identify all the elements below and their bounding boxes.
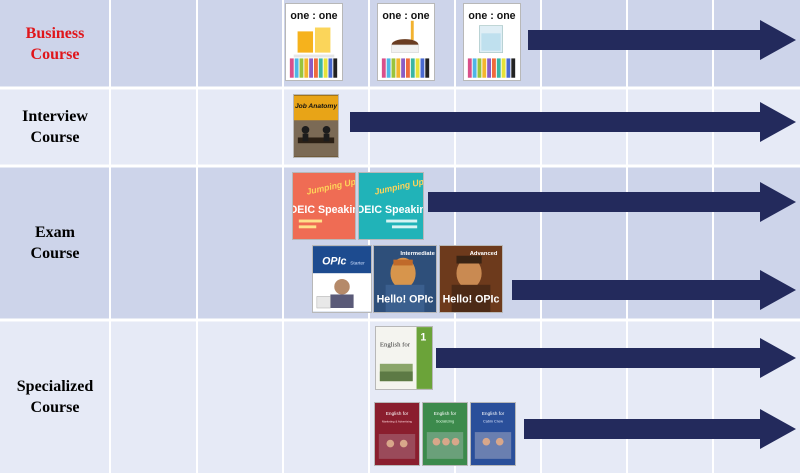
svg-text:Intermediate: Intermediate bbox=[400, 251, 435, 257]
book-cover-job-anatomy: Job Anatomy bbox=[293, 94, 339, 158]
row-label-exam: Exam Course bbox=[30, 224, 80, 262]
book-cover-toeic-speaking-teal: Jumping Up TOEIC Speaking bbox=[358, 172, 424, 240]
arrow-specialized-1 bbox=[436, 338, 796, 378]
svg-text:Advanced: Advanced bbox=[470, 251, 498, 257]
arrow-exam-toeic bbox=[428, 182, 796, 222]
book-cover-english-for-specialized: 1 English for bbox=[375, 326, 433, 390]
column-dividers bbox=[109, 0, 714, 473]
svg-text:OPIc: OPIc bbox=[322, 256, 346, 268]
row-dividers bbox=[0, 86, 800, 322]
svg-text:one : one: one : one bbox=[382, 10, 429, 22]
svg-text:Starter: Starter bbox=[350, 261, 365, 267]
svg-text:one : one: one : one bbox=[468, 10, 515, 22]
book-cover-one-one-water-glass: one : one bbox=[463, 3, 521, 81]
svg-text:English for: English for bbox=[482, 411, 505, 417]
book-cover-english-for-cabin-crew: English for Cabin Crew bbox=[470, 402, 516, 466]
svg-text:English for: English for bbox=[386, 411, 409, 417]
svg-text:TOEIC Speaking: TOEIC Speaking bbox=[359, 204, 423, 216]
arrow-business bbox=[528, 20, 796, 60]
svg-text:1: 1 bbox=[420, 332, 426, 344]
row-label-interview: Interview Course bbox=[22, 108, 88, 146]
svg-text:English for: English for bbox=[380, 341, 411, 348]
arrow-exam-opic bbox=[512, 270, 796, 310]
svg-text:Marketing & Advertising: Marketing & Advertising bbox=[382, 420, 412, 424]
row-label-business: Business Course bbox=[25, 25, 85, 63]
book-cover-one-one-coffee-cup: one : one bbox=[377, 3, 435, 81]
book-cover-opic-starter: OPIc Starter bbox=[312, 245, 372, 313]
book-cover-hello-opic-intermediate: Intermediate Hello! OPIc bbox=[373, 245, 437, 313]
svg-text:Socializing: Socializing bbox=[436, 420, 454, 424]
svg-text:Hello! OPIc: Hello! OPIc bbox=[443, 293, 500, 305]
arrow-specialized-2 bbox=[524, 409, 796, 449]
svg-text:English for: English for bbox=[434, 411, 457, 417]
svg-text:Job Anatomy: Job Anatomy bbox=[295, 103, 337, 110]
svg-text:TOEIC Speaking: TOEIC Speaking bbox=[293, 204, 355, 216]
svg-text:one : one: one : one bbox=[290, 10, 337, 22]
svg-text:Cabin Crew: Cabin Crew bbox=[483, 420, 503, 424]
row-label-specialized: Specialized Course bbox=[16, 377, 94, 416]
book-cover-hello-opic-advanced: Advanced Hello! OPIc bbox=[439, 245, 503, 313]
book-cover-english-for-socializing: English for Socializing bbox=[422, 402, 468, 466]
arrow-interview bbox=[350, 102, 796, 142]
book-cover-one-one-orange-juice: one : one bbox=[285, 3, 343, 81]
book-cover-toeic-speaking-coral: Jumping Up TOEIC Speaking bbox=[292, 172, 356, 240]
book-cover-english-for-marketing: English for Marketing & Advertising bbox=[374, 402, 420, 466]
svg-text:Hello! OPIc: Hello! OPIc bbox=[377, 293, 434, 305]
